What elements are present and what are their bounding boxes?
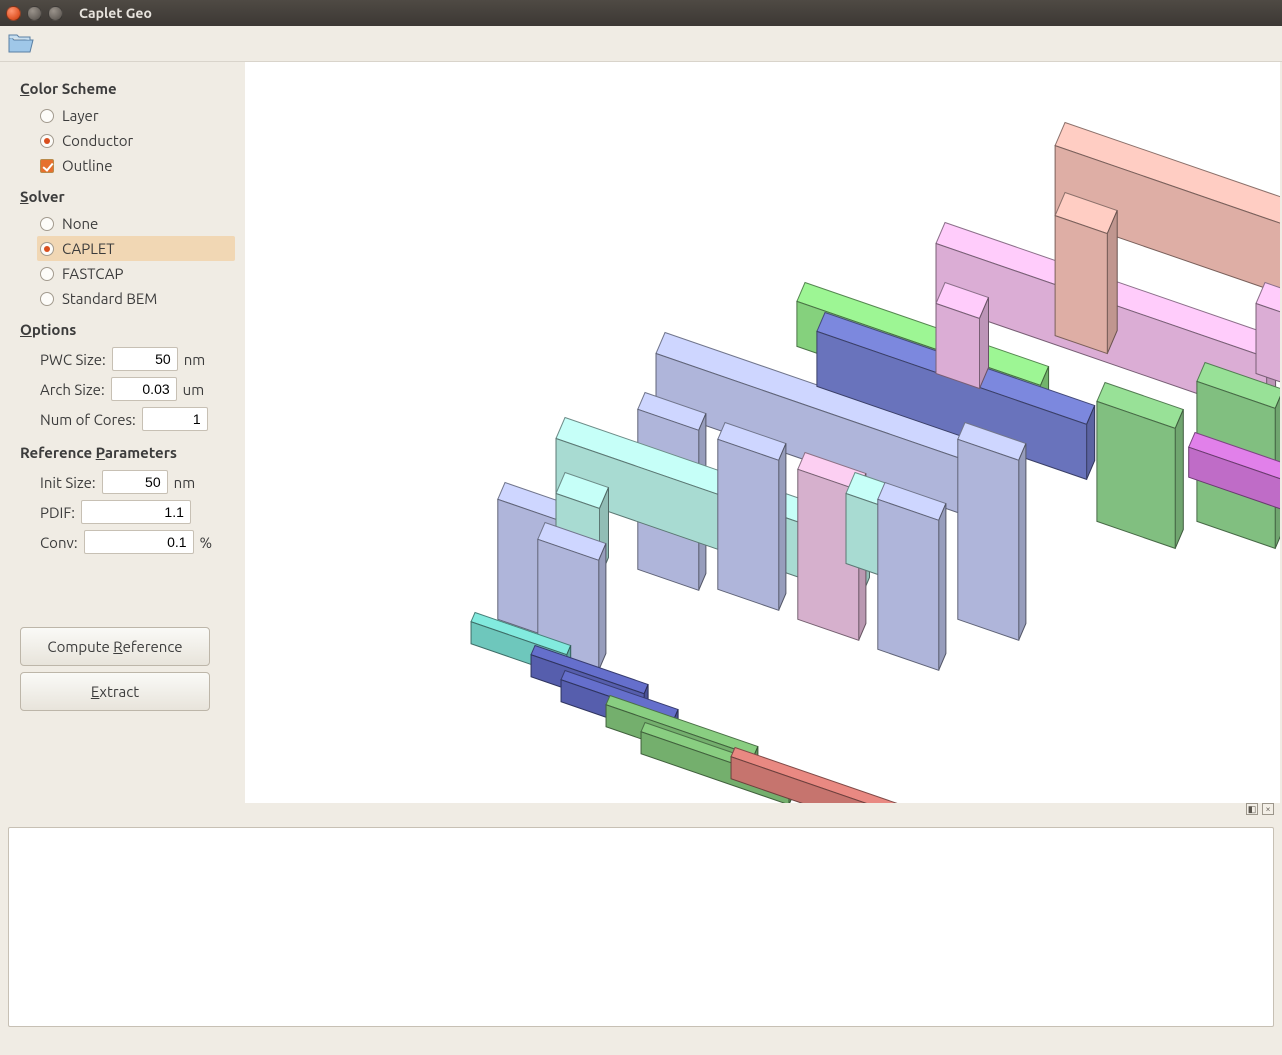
- radio-label: Layer: [62, 107, 99, 124]
- ref-params-heading: Reference Parameters: [20, 444, 235, 461]
- sidebar: Color Scheme Layer Conductor Outline Sol…: [0, 62, 245, 805]
- extract-button[interactable]: Extract: [20, 672, 210, 711]
- solver-heading: Solver: [20, 188, 235, 205]
- dock-close-icon[interactable]: ×: [1262, 803, 1274, 815]
- pdif-label: PDIF:: [40, 504, 75, 521]
- viewport-3d[interactable]: [245, 62, 1280, 803]
- arch-size-input[interactable]: [111, 377, 177, 401]
- main-area: Color Scheme Layer Conductor Outline Sol…: [0, 62, 1282, 805]
- titlebar: Caplet Geo: [0, 0, 1282, 26]
- window-title: Caplet Geo: [79, 5, 152, 21]
- toolbar: [0, 26, 1282, 62]
- radio-icon: [40, 242, 54, 256]
- num-cores-input[interactable]: [142, 407, 208, 431]
- checkbox-outline[interactable]: Outline: [40, 153, 235, 178]
- unit-label: um: [183, 381, 211, 398]
- radio-layer[interactable]: Layer: [40, 103, 235, 128]
- console-output[interactable]: [8, 827, 1274, 1027]
- init-size-input[interactable]: [102, 470, 168, 494]
- init-size-label: Init Size:: [40, 474, 96, 491]
- radio-standard-bem[interactable]: Standard BEM: [40, 286, 235, 311]
- radio-fastcap[interactable]: FASTCAP: [40, 261, 235, 286]
- options-fields: PWC Size: nm Arch Size: um Num of Cores:: [40, 344, 235, 434]
- unit-label: %: [200, 534, 228, 551]
- conv-label: Conv:: [40, 534, 78, 551]
- radio-icon: [40, 217, 54, 231]
- radio-icon: [40, 109, 54, 123]
- ref-params-fields: Init Size: nm PDIF: Conv: %: [40, 467, 235, 557]
- radio-conductor[interactable]: Conductor: [40, 128, 235, 153]
- unit-label: nm: [174, 474, 202, 491]
- radio-none[interactable]: None: [40, 211, 235, 236]
- unit-label: nm: [184, 351, 212, 368]
- color-scheme-options: Layer Conductor Outline: [40, 103, 235, 178]
- options-heading: Options: [20, 321, 235, 338]
- radio-label: Standard BEM: [62, 290, 157, 307]
- radio-caplet[interactable]: CAPLET: [37, 236, 235, 261]
- radio-icon: [40, 267, 54, 281]
- radio-label: None: [62, 215, 98, 232]
- bottom-dock: ◧ ×: [0, 805, 1282, 1055]
- pwc-size-input[interactable]: [112, 347, 178, 371]
- checkbox-icon: [40, 159, 54, 173]
- radio-label: Conductor: [62, 132, 133, 149]
- arch-size-label: Arch Size:: [40, 381, 105, 398]
- checkbox-label: Outline: [62, 157, 113, 174]
- compute-reference-button[interactable]: Compute Reference: [20, 627, 210, 666]
- pwc-size-label: PWC Size:: [40, 351, 106, 368]
- radio-label: FASTCAP: [62, 265, 124, 282]
- open-folder-icon[interactable]: [8, 33, 34, 55]
- radio-icon: [40, 134, 54, 148]
- conv-input[interactable]: [84, 530, 194, 554]
- pdif-input[interactable]: [81, 500, 191, 524]
- radio-label: CAPLET: [62, 240, 115, 257]
- minimize-icon[interactable]: [27, 6, 42, 21]
- color-scheme-heading: Color Scheme: [20, 80, 235, 97]
- maximize-icon[interactable]: [48, 6, 63, 21]
- solver-options: None CAPLET FASTCAP Standard BEM: [40, 211, 235, 311]
- close-icon[interactable]: [6, 6, 21, 21]
- dock-detach-icon[interactable]: ◧: [1246, 803, 1258, 815]
- radio-icon: [40, 292, 54, 306]
- num-cores-label: Num of Cores:: [40, 411, 136, 428]
